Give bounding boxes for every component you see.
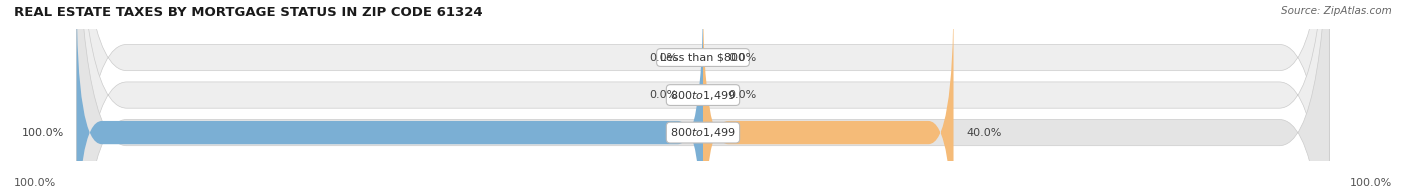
Text: 100.0%: 100.0% xyxy=(1350,178,1392,188)
Text: 100.0%: 100.0% xyxy=(14,178,56,188)
FancyBboxPatch shape xyxy=(77,0,1329,196)
Text: 100.0%: 100.0% xyxy=(22,128,65,138)
FancyBboxPatch shape xyxy=(77,0,703,196)
Text: $800 to $1,499: $800 to $1,499 xyxy=(671,126,735,139)
Text: REAL ESTATE TAXES BY MORTGAGE STATUS IN ZIP CODE 61324: REAL ESTATE TAXES BY MORTGAGE STATUS IN … xyxy=(14,6,482,19)
Text: $800 to $1,499: $800 to $1,499 xyxy=(671,89,735,102)
Text: 0.0%: 0.0% xyxy=(728,90,756,100)
Text: Less than $800: Less than $800 xyxy=(661,53,745,63)
Text: 0.0%: 0.0% xyxy=(650,90,678,100)
Text: Source: ZipAtlas.com: Source: ZipAtlas.com xyxy=(1281,6,1392,16)
Text: 40.0%: 40.0% xyxy=(966,128,1001,138)
FancyBboxPatch shape xyxy=(77,0,1329,196)
Text: 0.0%: 0.0% xyxy=(728,53,756,63)
FancyBboxPatch shape xyxy=(77,0,1329,196)
FancyBboxPatch shape xyxy=(703,0,953,196)
Text: 0.0%: 0.0% xyxy=(650,53,678,63)
